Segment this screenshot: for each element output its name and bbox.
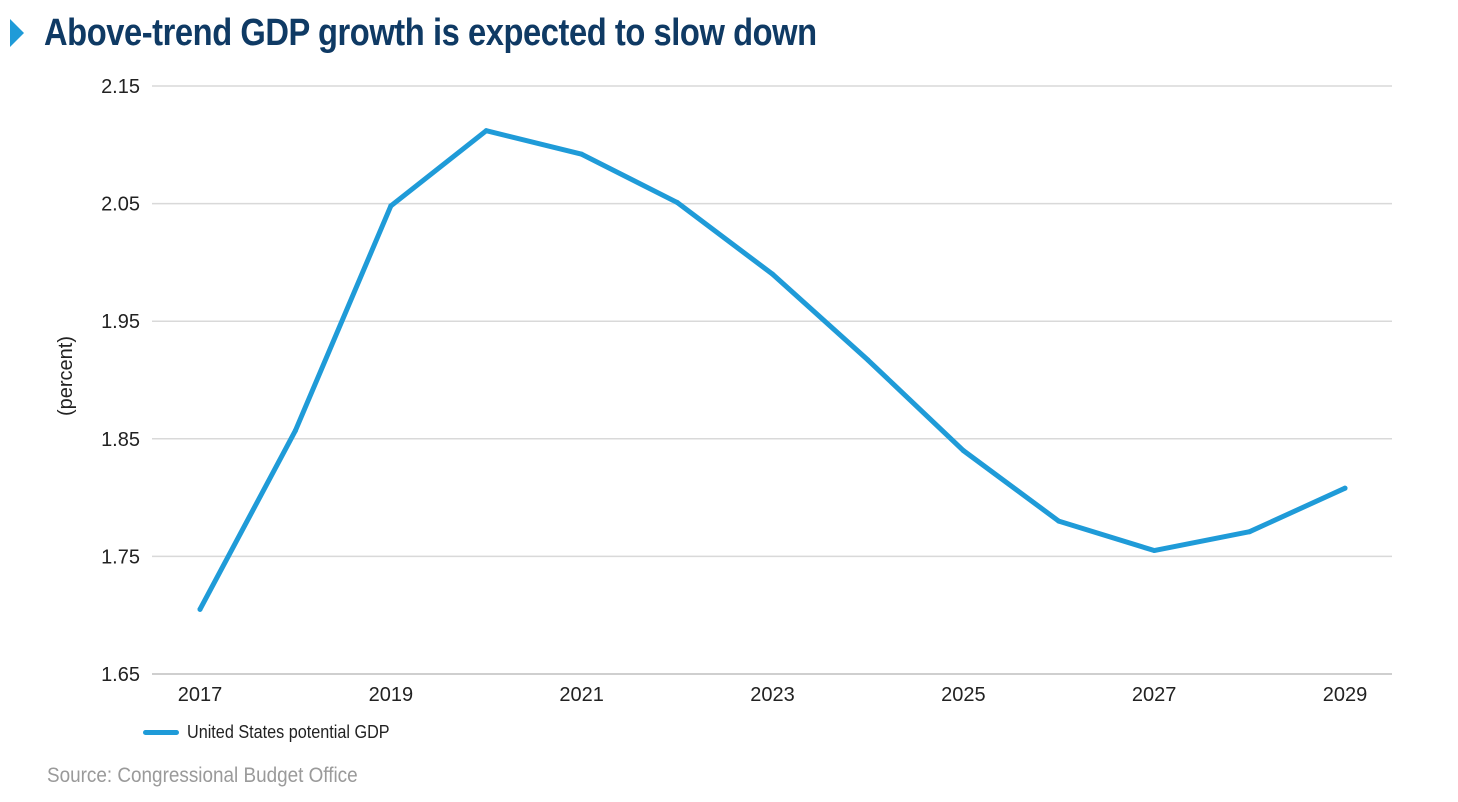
data-point: [197, 606, 203, 612]
y-tick-label: 2.05: [101, 194, 140, 216]
y-tick-label: 1.65: [101, 664, 140, 686]
data-point: [483, 128, 489, 134]
data-point: [674, 199, 680, 205]
legend: United States potential GDP: [143, 722, 412, 743]
x-tick-label: 2023: [750, 684, 795, 706]
y-axis-label: (percent): [55, 336, 77, 416]
y-tick-label: 1.85: [101, 429, 140, 451]
y-tick-label: 2.15: [101, 76, 140, 98]
series-line: [197, 128, 1348, 612]
legend-label: United States potential GDP: [187, 722, 390, 742]
x-tick-label: 2017: [178, 684, 223, 706]
y-tick-label: 1.75: [101, 546, 140, 568]
x-tick-label: 2025: [941, 684, 986, 706]
data-point: [1056, 518, 1062, 524]
data-point: [770, 271, 775, 277]
legend-swatch: [143, 730, 179, 735]
data-point: [1247, 529, 1253, 535]
data-point: [579, 151, 585, 157]
data-point: [1342, 485, 1348, 491]
data-point: [388, 203, 394, 209]
title-row: Above-trend GDP growth is expected to sl…: [10, 8, 942, 58]
title-arrow-icon: [10, 19, 24, 47]
source-note: Source: Congressional Budget Office: [47, 764, 358, 787]
x-tick-label: 2019: [369, 684, 414, 706]
x-tick-label: 2029: [1323, 684, 1368, 706]
data-point: [292, 428, 298, 434]
x-tick-label: 2021: [559, 684, 604, 706]
x-tick-label: 2027: [1132, 684, 1177, 706]
y-tick-label: 1.95: [101, 311, 140, 333]
data-point: [1151, 548, 1157, 554]
data-point: [960, 448, 966, 454]
data-point: [865, 357, 871, 363]
chart-title: Above-trend GDP growth is expected to sl…: [44, 11, 817, 54]
